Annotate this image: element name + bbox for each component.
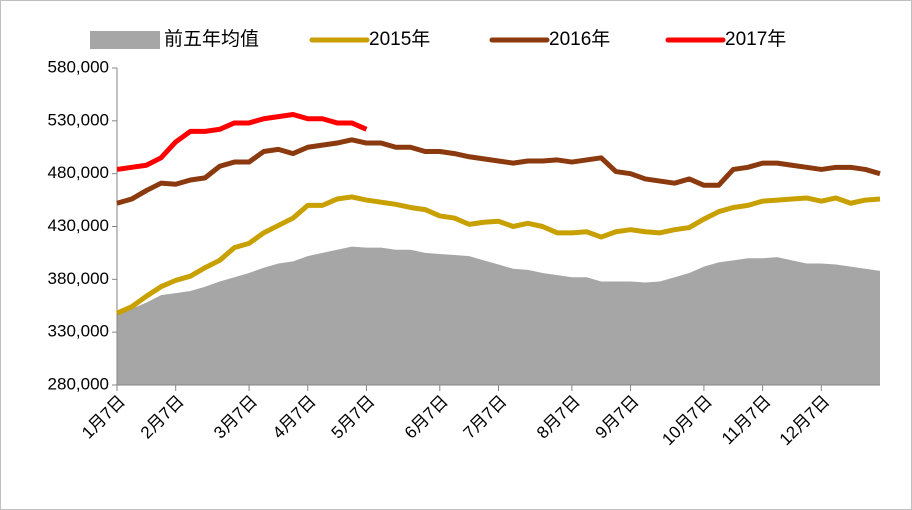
line bbox=[116, 137, 881, 206]
legend-label: 2017年 bbox=[725, 28, 786, 50]
y-tick-label: 480,000 bbox=[48, 163, 109, 182]
line bbox=[116, 194, 881, 316]
y-tick-label: 330,000 bbox=[48, 322, 109, 341]
legend-label: 2016年 bbox=[549, 28, 610, 50]
legend-label: 2015年 bbox=[369, 28, 430, 50]
area bbox=[117, 246, 880, 385]
legend-label: 前五年均值 bbox=[164, 28, 259, 50]
y-tick-label: 530,000 bbox=[48, 110, 109, 129]
legend-swatch bbox=[90, 31, 160, 49]
y-tick-label: 430,000 bbox=[48, 216, 109, 235]
y-tick-label: 280,000 bbox=[48, 374, 109, 393]
y-tick-label: 580,000 bbox=[48, 57, 109, 76]
line bbox=[116, 111, 368, 172]
y-tick-label: 380,000 bbox=[48, 269, 109, 288]
